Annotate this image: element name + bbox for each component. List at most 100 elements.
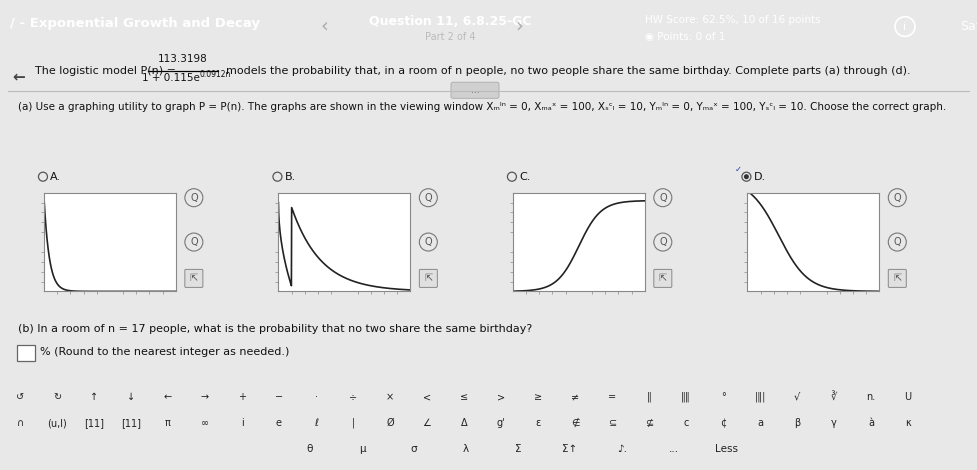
Text: ♪.: ♪. <box>617 444 627 454</box>
Text: ≤: ≤ <box>460 392 468 402</box>
Text: ·: · <box>315 392 318 402</box>
Text: Part 2 of 4: Part 2 of 4 <box>425 32 475 42</box>
Text: [11]: [11] <box>84 418 104 428</box>
Text: / - Exponential Growth and Decay: / - Exponential Growth and Decay <box>10 17 260 30</box>
Text: ←: ← <box>164 392 172 402</box>
Text: ⊆: ⊆ <box>608 418 616 428</box>
Text: ×: × <box>386 392 394 402</box>
Text: C.: C. <box>519 172 531 182</box>
Text: n.: n. <box>867 392 875 402</box>
Text: Less: Less <box>714 444 738 454</box>
Text: Σ: Σ <box>515 444 522 454</box>
Text: D.: D. <box>753 172 766 182</box>
Text: g': g' <box>496 418 505 428</box>
Text: ←: ← <box>12 69 24 84</box>
Text: Q: Q <box>659 237 666 247</box>
Text: √: √ <box>794 392 800 402</box>
Text: [11]: [11] <box>121 418 141 428</box>
Text: →: → <box>201 392 209 402</box>
Text: HW Score: 62.5%, 10 of 16 points: HW Score: 62.5%, 10 of 16 points <box>645 15 821 25</box>
Text: Question 11, 6.8.25-GC: Question 11, 6.8.25-GC <box>368 15 531 28</box>
FancyBboxPatch shape <box>654 269 672 287</box>
Text: ∛: ∛ <box>830 392 837 402</box>
Text: π: π <box>165 418 171 428</box>
Text: e: e <box>276 418 282 428</box>
Text: ≥: ≥ <box>534 392 542 402</box>
Text: θ: θ <box>307 444 314 454</box>
Text: models the probability that, in a room of n people, no two people share the same: models the probability that, in a room o… <box>226 66 911 76</box>
Text: Q: Q <box>425 237 432 247</box>
Text: σ: σ <box>410 444 417 454</box>
FancyBboxPatch shape <box>888 269 907 287</box>
FancyBboxPatch shape <box>451 82 499 98</box>
Text: ...: ... <box>471 86 480 95</box>
Text: ⇱: ⇱ <box>893 274 902 283</box>
Text: 1 + 0.115e: 1 + 0.115e <box>142 73 200 83</box>
Text: Save: Save <box>960 20 977 33</box>
Text: ÷: ÷ <box>349 392 357 402</box>
Text: μ: μ <box>359 444 365 454</box>
Text: ⊈: ⊈ <box>645 418 653 428</box>
Text: ≠: ≠ <box>571 392 579 402</box>
Text: A.: A. <box>50 172 61 182</box>
Text: Q: Q <box>191 237 197 247</box>
Text: −: − <box>275 392 283 402</box>
Text: ⇱: ⇱ <box>658 274 667 283</box>
Text: ‖: ‖ <box>647 392 652 402</box>
Text: ℓ: ℓ <box>314 418 318 428</box>
Text: % (Round to the nearest integer as needed.): % (Round to the nearest integer as neede… <box>40 347 289 357</box>
Text: =: = <box>608 392 616 402</box>
Text: <: < <box>423 392 431 402</box>
Text: (a) Use a graphing utility to graph P = P(n). The graphs are shown in the viewin: (a) Use a graphing utility to graph P = … <box>18 102 947 112</box>
Text: ↺: ↺ <box>16 392 24 402</box>
Text: ↻: ↻ <box>53 392 61 402</box>
Text: ⇱: ⇱ <box>424 274 433 283</box>
Text: °: ° <box>721 392 725 402</box>
Text: U: U <box>905 392 912 402</box>
FancyBboxPatch shape <box>419 269 438 287</box>
Text: i: i <box>904 22 907 31</box>
Text: ◉ Points: 0 of 1: ◉ Points: 0 of 1 <box>645 32 725 42</box>
Text: B.: B. <box>284 172 296 182</box>
Text: 113.3198: 113.3198 <box>158 54 208 64</box>
Text: ‹: ‹ <box>320 17 327 36</box>
Text: (b) In a room of n = 17 people, what is the probability that no two share the sa: (b) In a room of n = 17 people, what is … <box>18 324 532 334</box>
Text: ∩: ∩ <box>17 418 23 428</box>
Text: ↑: ↑ <box>90 392 98 402</box>
Text: Q: Q <box>659 193 666 203</box>
Text: ¢: ¢ <box>720 418 726 428</box>
FancyBboxPatch shape <box>185 269 203 287</box>
Text: à: à <box>868 418 874 428</box>
Circle shape <box>743 174 749 179</box>
Text: ∠: ∠ <box>423 418 432 428</box>
Text: Q: Q <box>894 193 901 203</box>
Text: Q: Q <box>191 193 197 203</box>
Text: >: > <box>497 392 505 402</box>
Text: Ø: Ø <box>386 418 394 428</box>
Text: ∞: ∞ <box>201 418 209 428</box>
Text: |: | <box>352 418 355 429</box>
Text: i: i <box>240 418 243 428</box>
Text: Δ: Δ <box>461 418 467 428</box>
Text: ›: › <box>515 17 523 36</box>
FancyBboxPatch shape <box>17 345 35 361</box>
Text: (u,l): (u,l) <box>47 418 66 428</box>
Text: ...: ... <box>669 444 679 454</box>
Text: a: a <box>757 418 763 428</box>
Text: γ: γ <box>831 418 837 428</box>
Text: c: c <box>683 418 689 428</box>
Text: ∉: ∉ <box>571 418 579 428</box>
Text: ↓: ↓ <box>127 392 135 402</box>
Text: Q: Q <box>425 193 432 203</box>
Text: κ: κ <box>905 418 911 428</box>
Text: +: + <box>238 392 246 402</box>
Text: The logistic model P(n) =: The logistic model P(n) = <box>35 66 176 76</box>
Text: ‖‖: ‖‖ <box>681 392 691 402</box>
Text: β: β <box>794 418 800 428</box>
Text: 0.0912n: 0.0912n <box>199 70 231 79</box>
Text: Q: Q <box>894 237 901 247</box>
Text: λ: λ <box>463 444 469 454</box>
Text: ε: ε <box>535 418 540 428</box>
Text: ✓: ✓ <box>735 165 742 174</box>
Text: |‖|: |‖| <box>754 392 766 402</box>
